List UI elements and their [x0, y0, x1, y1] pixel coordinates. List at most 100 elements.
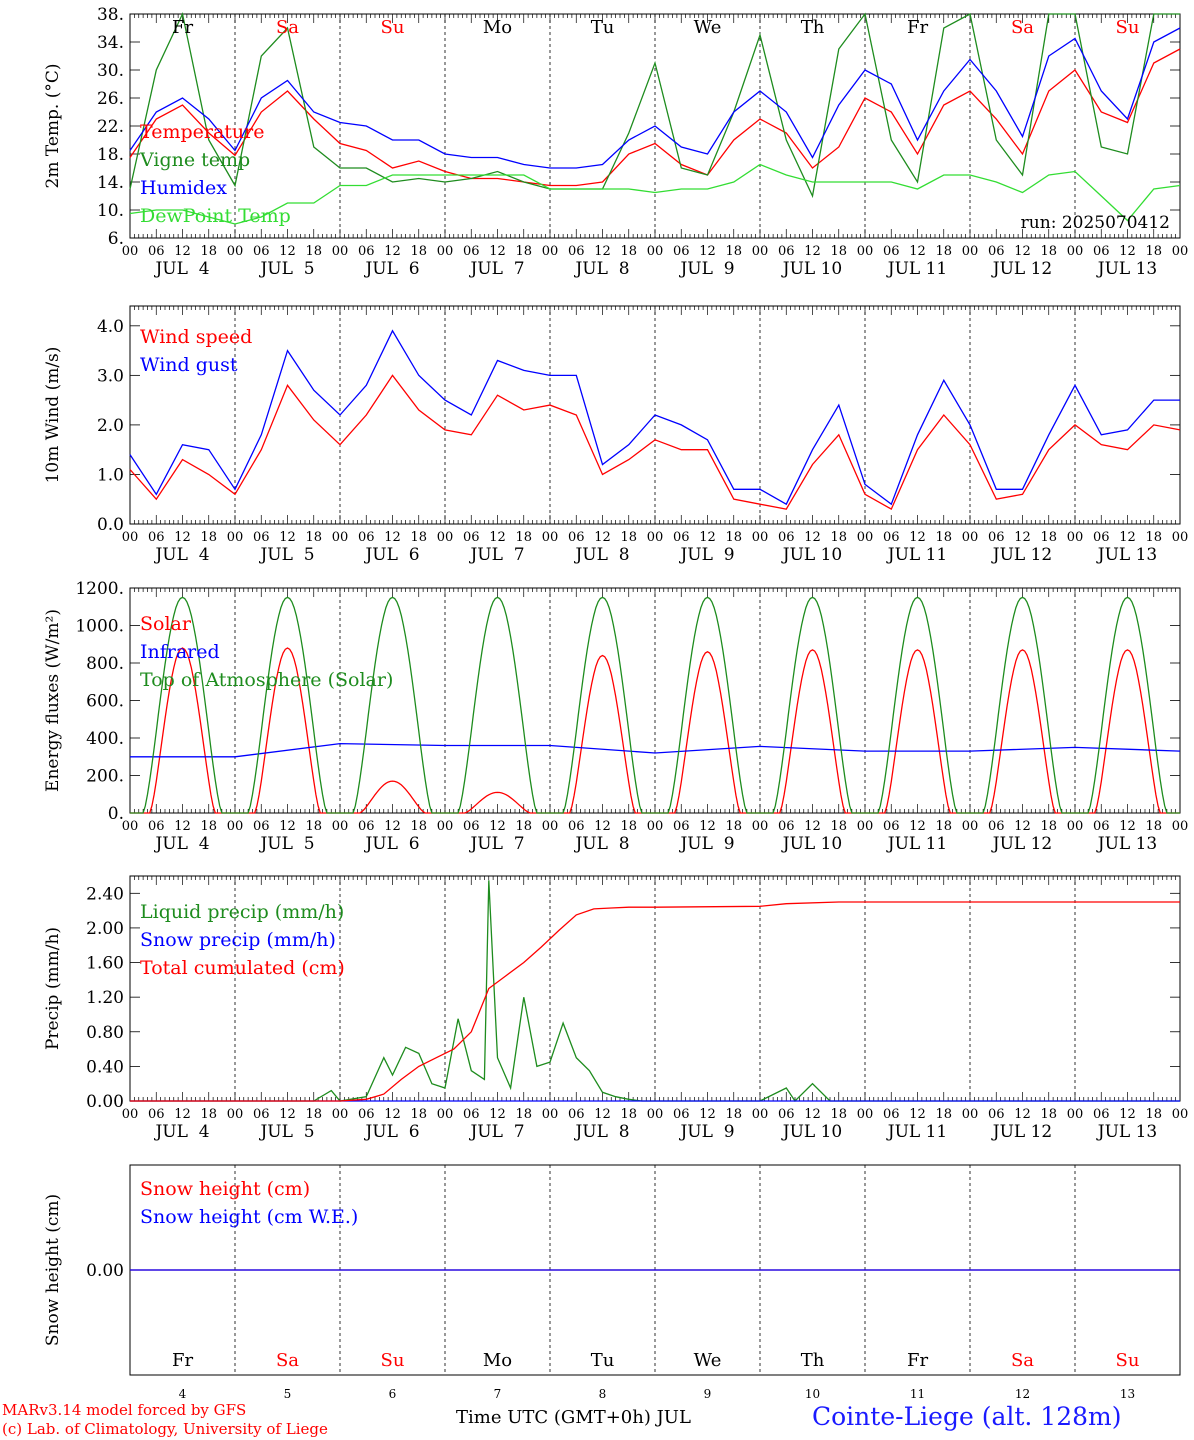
hour-tick-label: 06: [673, 819, 690, 834]
hour-tick-label: 18: [1040, 1107, 1057, 1122]
hour-tick-label: 00: [1067, 1107, 1084, 1122]
hour-tick-label: 18: [620, 244, 637, 259]
date-label: JUL 9: [678, 259, 734, 279]
hour-tick-label: 06: [148, 1107, 165, 1122]
y-tick-label: 0.0: [97, 515, 124, 535]
y-tick-label: 0.: [108, 804, 124, 824]
y-tick-label: 1.60: [86, 954, 124, 974]
hour-tick-label: 18: [305, 244, 322, 259]
hour-tick-label: 12: [384, 819, 401, 834]
date-label: JUL 8: [573, 834, 629, 854]
y-tick-label: 1.20: [86, 988, 124, 1008]
hour-tick-label: 18: [1145, 244, 1162, 259]
hour-tick-label: 12: [279, 244, 296, 259]
hour-tick-label: 18: [515, 244, 532, 259]
date-label: JUL 10: [781, 1122, 842, 1142]
hour-tick-label: 00: [1172, 1107, 1189, 1122]
series-line: [129, 27, 1181, 169]
y-tick-label: 400.: [86, 729, 124, 749]
hour-tick-label: 18: [935, 819, 952, 834]
run-annotation: run: 2025070412: [1021, 213, 1170, 233]
hour-tick-label: 12: [489, 819, 506, 834]
hour-tick-label: 00: [752, 244, 769, 259]
hour-tick-label: 18: [305, 530, 322, 545]
y-tick-label: 1200.: [75, 579, 124, 599]
series-line: [129, 11, 1180, 199]
weekday-label: We: [694, 1350, 722, 1371]
hour-tick-label: 12: [279, 819, 296, 834]
date-label: JUL 6: [363, 259, 419, 279]
weekday-label: Tu: [591, 17, 615, 38]
hour-tick-label: 12: [174, 244, 191, 259]
hour-tick-label: 06: [673, 530, 690, 545]
legend-entry: Temperature: [140, 121, 264, 143]
hour-tick-label: 00: [227, 819, 244, 834]
date-label: JUL 10: [781, 545, 842, 565]
hour-tick-label: 12: [909, 530, 926, 545]
weekday-label: Tu: [591, 1350, 615, 1371]
hour-tick-label: 06: [463, 530, 480, 545]
y-tick-label: 600.: [86, 692, 124, 712]
hour-tick-label: 00: [542, 244, 559, 259]
weekday-label: Fr: [907, 1350, 928, 1371]
hour-tick-label: 00: [332, 244, 349, 259]
hour-tick-label: 00: [962, 244, 979, 259]
legend-entry: Vigne temp: [139, 149, 250, 171]
hour-tick-label: 12: [174, 1107, 191, 1122]
weekday-label: Su: [1116, 17, 1140, 38]
y-tick-label: 1000.: [75, 617, 124, 637]
weekday-label: Th: [801, 17, 825, 38]
hour-tick-label: 12: [1014, 244, 1031, 259]
hour-tick-label: 18: [620, 819, 637, 834]
date-label: JUL 13: [1096, 259, 1157, 279]
hour-tick-label: 06: [883, 1107, 900, 1122]
date-label: JUL 11: [886, 259, 947, 279]
hour-tick-label: 00: [542, 1107, 559, 1122]
day-number-label: 5: [284, 1387, 292, 1401]
hour-tick-label: 18: [620, 530, 637, 545]
hour-tick-label: 06: [673, 1107, 690, 1122]
hour-tick-label: 06: [148, 530, 165, 545]
date-label: JUL 7: [468, 1122, 524, 1142]
x-axis-title: Time UTC (GMT+0h) JUL: [456, 1407, 691, 1428]
hour-tick-label: 06: [778, 819, 795, 834]
hour-tick-label: 12: [1014, 530, 1031, 545]
hour-tick-label: 06: [988, 244, 1005, 259]
hour-tick-label: 18: [410, 819, 427, 834]
hour-tick-label: 00: [227, 530, 244, 545]
hour-tick-label: 18: [410, 1107, 427, 1122]
legend-entry: Snow height (cm): [140, 1178, 310, 1200]
date-label: JUL 12: [991, 834, 1052, 854]
hour-tick-label: 12: [384, 530, 401, 545]
hour-tick-label: 06: [1093, 819, 1110, 834]
hour-tick-label: 00: [122, 530, 139, 545]
hour-tick-label: 00: [227, 244, 244, 259]
hour-tick-label: 12: [489, 244, 506, 259]
date-label: JUL 8: [573, 259, 629, 279]
day-number-label: 8: [599, 1387, 607, 1401]
hour-tick-label: 06: [148, 244, 165, 259]
hour-tick-label: 00: [122, 819, 139, 834]
hour-tick-label: 12: [384, 1107, 401, 1122]
hour-tick-label: 18: [935, 530, 952, 545]
hour-tick-label: 18: [515, 530, 532, 545]
hour-tick-label: 06: [778, 244, 795, 259]
hour-tick-label: 06: [358, 819, 375, 834]
hour-tick-label: 06: [148, 819, 165, 834]
series-line: [130, 742, 1181, 758]
series-line: [130, 596, 1180, 814]
hour-tick-label: 12: [804, 1107, 821, 1122]
series-line: [129, 329, 1180, 506]
hour-tick-label: 00: [857, 1107, 874, 1122]
hour-tick-label: 18: [725, 530, 742, 545]
date-label: JUL 7: [468, 834, 524, 854]
hour-tick-label: 18: [1145, 819, 1162, 834]
hour-tick-label: 06: [253, 1107, 270, 1122]
hour-tick-label: 00: [857, 530, 874, 545]
y-axis-title: 2m Temp. (°C): [43, 63, 63, 188]
hour-tick-label: 12: [489, 1107, 506, 1122]
hour-tick-label: 12: [384, 244, 401, 259]
hour-tick-label: 18: [830, 1107, 847, 1122]
hour-tick-label: 12: [594, 819, 611, 834]
y-tick-label: 18.: [97, 145, 124, 165]
